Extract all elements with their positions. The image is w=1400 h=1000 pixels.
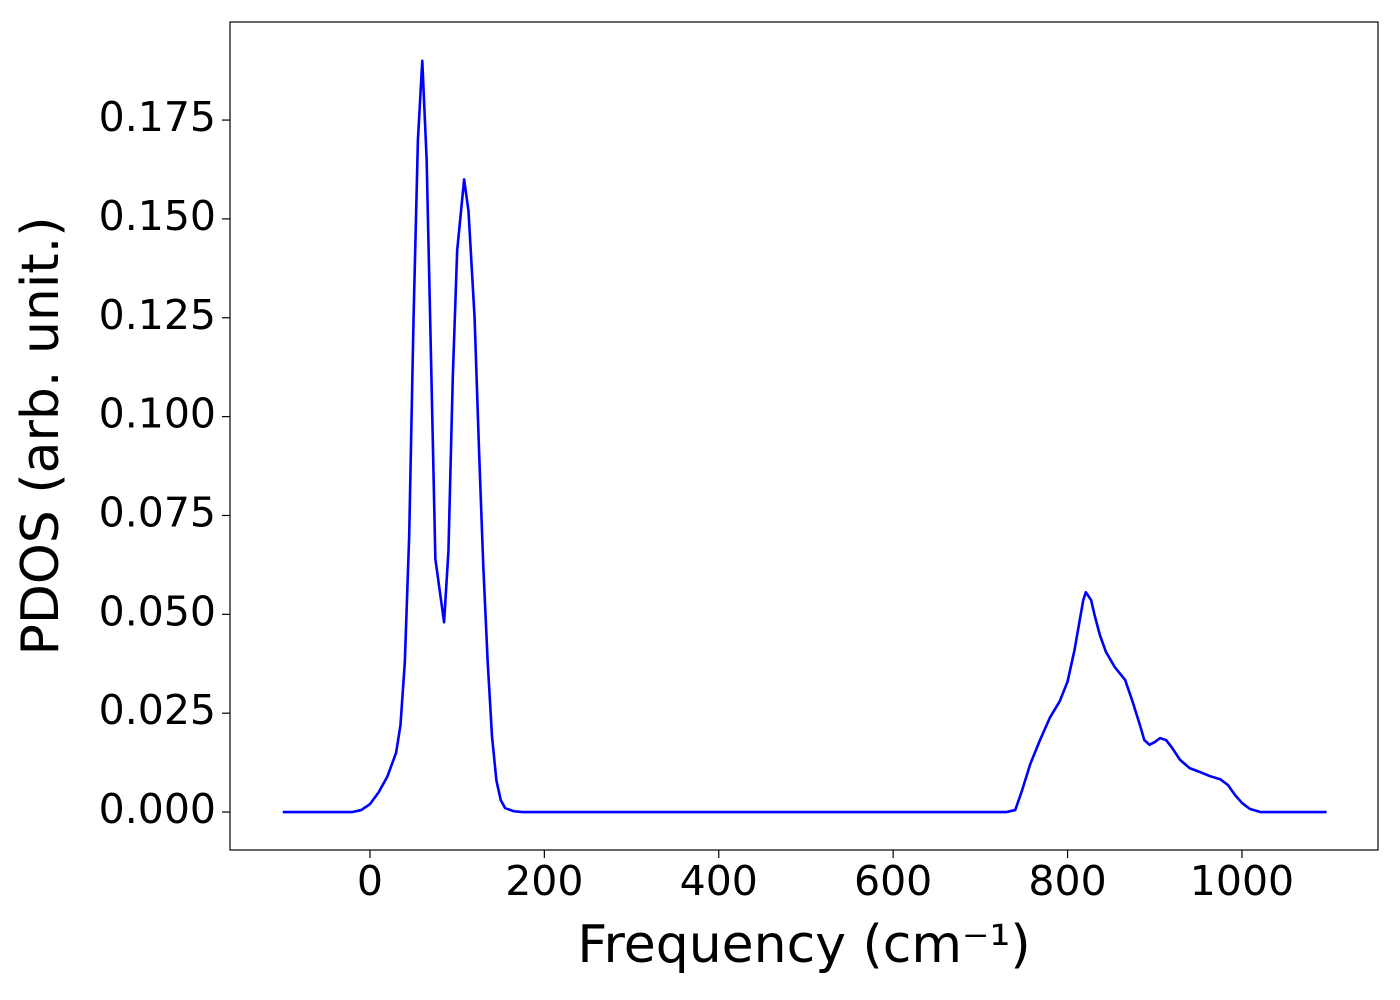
x-tick-label: 400 bbox=[680, 857, 758, 905]
plot-frame bbox=[229, 21, 1379, 851]
x-axis-label: Frequency (cm⁻¹) bbox=[577, 915, 1030, 975]
y-tick-label: 0.150 bbox=[99, 192, 216, 240]
y-axis-label: PDOS (arb. unit.) bbox=[11, 216, 71, 655]
y-tick-label: 0.100 bbox=[99, 390, 216, 438]
x-tick-label: 600 bbox=[854, 857, 932, 905]
y-tick-label: 0.125 bbox=[99, 291, 216, 339]
y-tick-label: 0.075 bbox=[99, 488, 216, 536]
y-tick-label: 0.050 bbox=[99, 587, 216, 635]
x-tick-label: 1000 bbox=[1190, 857, 1294, 905]
y-tick-label: 0.175 bbox=[99, 93, 216, 141]
data-line bbox=[282, 59, 1327, 814]
y-tick-label: 0.025 bbox=[99, 686, 216, 734]
x-tick-label: 0 bbox=[357, 857, 383, 905]
y-tick-label: 0.000 bbox=[99, 785, 216, 833]
x-tick-label: 800 bbox=[1028, 857, 1106, 905]
x-tick-label: 200 bbox=[505, 857, 583, 905]
